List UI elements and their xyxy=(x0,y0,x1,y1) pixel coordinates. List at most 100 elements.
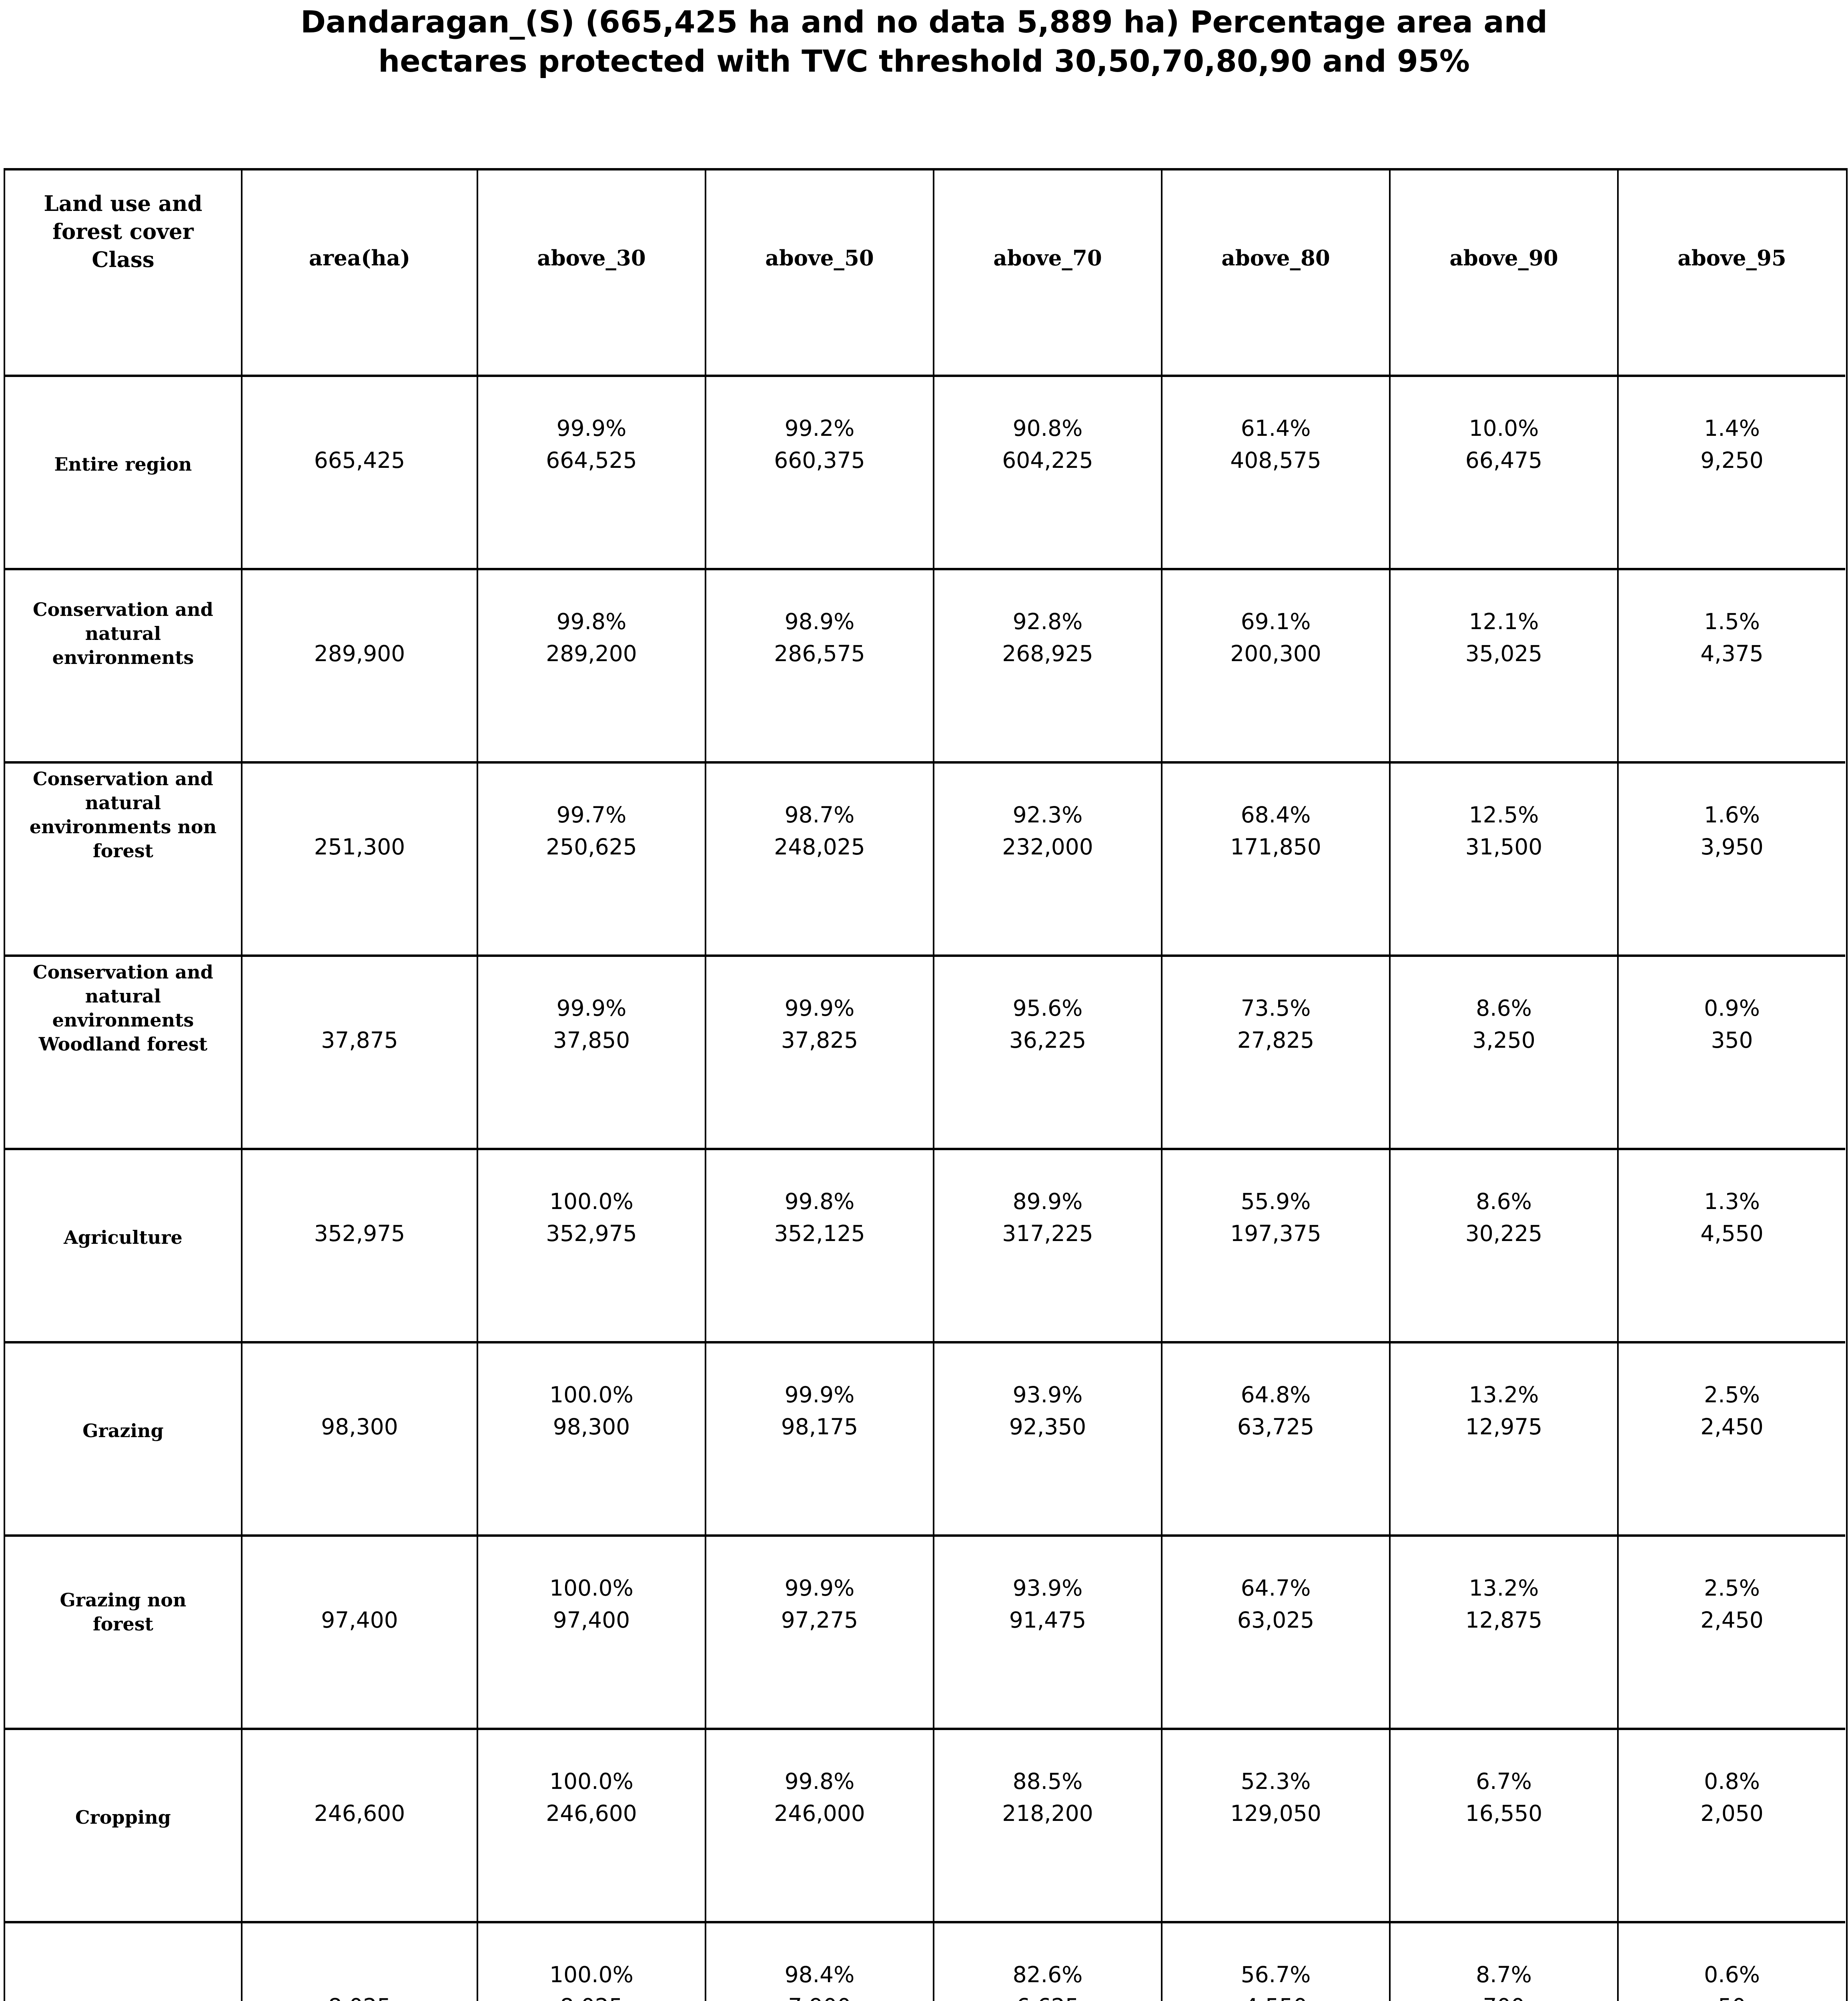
value-cell: 99.9% 97,275 xyxy=(705,1534,933,1728)
hectares-value: 98,175 xyxy=(781,1414,858,1440)
hectares-value: 248,025 xyxy=(774,834,865,860)
hectares-value: 3,950 xyxy=(1700,834,1764,860)
area-value: 97,400 xyxy=(321,1607,398,1633)
value-pair: 100.0% 246,600 xyxy=(483,1765,700,1829)
value-pair: 64.8% 63,725 xyxy=(1167,1379,1384,1443)
value-pair: 95.6% 36,225 xyxy=(939,992,1156,1056)
percent-value: 99.2% xyxy=(784,415,855,441)
hectares-value: 16,550 xyxy=(1465,1800,1543,1827)
hectares-value: 250,625 xyxy=(546,834,637,860)
value-pair: 100.0% 352,975 xyxy=(483,1185,700,1249)
hectares-value: 660,375 xyxy=(774,447,865,473)
hectares-value: 8,025 xyxy=(483,1991,700,2001)
column-header: above_80 xyxy=(1221,246,1330,271)
hectares-value: 35,025 xyxy=(1465,641,1543,667)
value-cell: 2.5% 2,450 xyxy=(1617,1534,1845,1728)
percent-value: 100.0% xyxy=(549,1382,633,1408)
column-header-cell: above_90 xyxy=(1389,170,1617,375)
hectares-value: 4,375 xyxy=(1700,641,1764,667)
value-cell: 1.3% 4,550 xyxy=(1617,1148,1845,1341)
percent-value: 73.5% xyxy=(1241,995,1311,1021)
row-label-cell: Agriculture xyxy=(5,1148,241,1341)
row-label: Grazing xyxy=(82,1420,164,1442)
percent-value: 0.9% xyxy=(1704,995,1760,1021)
column-header: above_70 xyxy=(993,246,1102,271)
value-cell: 99.8% 289,200 xyxy=(477,568,705,761)
percent-value: 10.0% xyxy=(1469,415,1539,441)
percent-value: 1.6% xyxy=(1704,802,1760,828)
percent-value: 61.4% xyxy=(1241,415,1311,441)
area-value: 37,875 xyxy=(321,1027,398,1053)
row-label: Irrigation xyxy=(10,1999,236,2001)
hectares-value: 30,225 xyxy=(1465,1221,1543,1247)
value-cell: 2.5% 2,450 xyxy=(1617,1341,1845,1534)
value-pair: 100.0% 97,400 xyxy=(483,1572,700,1636)
hectares-value: 2,450 xyxy=(1700,1607,1764,1633)
area-value: 665,425 xyxy=(314,447,405,473)
value-cell: 8.6% 3,250 xyxy=(1389,954,1617,1148)
row-label-cell: Conservation and natural environments no… xyxy=(5,761,241,954)
hectares-value: 200,300 xyxy=(1230,641,1321,667)
hectares-value: 232,000 xyxy=(1002,834,1093,860)
value-pair: 82.6% 6,625 xyxy=(939,1959,1156,2001)
value-pair: 69.1% 200,300 xyxy=(1167,606,1384,670)
value-pair: 8.6% 30,225 xyxy=(1395,1185,1612,1249)
value-cell: 8.7% 700 xyxy=(1389,1921,1617,2001)
hectares-value: 2,450 xyxy=(1700,1414,1764,1440)
column-header-cell: above_80 xyxy=(1161,170,1389,375)
column-header: above_95 xyxy=(1678,246,1786,271)
percent-value: 13.2% xyxy=(1469,1382,1539,1408)
value-cell: 1.5% 4,375 xyxy=(1617,568,1845,761)
percent-value: 12.5% xyxy=(1469,802,1539,828)
value-cell: 100.0% 97,400 xyxy=(477,1534,705,1728)
value-cell: 89.9% 317,225 xyxy=(933,1148,1161,1341)
value-pair: 13.2% 12,875 xyxy=(1395,1572,1612,1636)
value-pair: 89.9% 317,225 xyxy=(939,1185,1156,1249)
area-cell: 37,875 xyxy=(241,954,477,1148)
area-cell: 98,300 xyxy=(241,1341,477,1534)
percent-value: 2.5% xyxy=(1704,1382,1760,1408)
row-label-cell: Grazing xyxy=(5,1341,241,1534)
hectares-value: 604,225 xyxy=(1002,447,1093,473)
hectares-value: 664,525 xyxy=(546,447,637,473)
area-value: 8,025 xyxy=(247,1991,472,2001)
value-cell: 98.7% 248,025 xyxy=(705,761,933,954)
area-value: 246,600 xyxy=(314,1800,405,1827)
row-label-cell: Cropping xyxy=(5,1728,241,1921)
hectares-value: 246,600 xyxy=(546,1800,637,1827)
percent-value: 92.8% xyxy=(1012,609,1083,635)
column-header-cell: area(ha) xyxy=(241,170,477,375)
percent-value: 1.3% xyxy=(1704,1189,1760,1215)
value-pair: 99.9% 664,525 xyxy=(483,412,700,476)
page-title: Dandaragan_(S) (665,425 ha and no data 5… xyxy=(0,2,1848,81)
value-cell: 99.2% 660,375 xyxy=(705,375,933,568)
hectares-value: 352,975 xyxy=(546,1221,637,1247)
value-pair: 61.4% 408,575 xyxy=(1167,412,1384,476)
value-pair: 8.6% 3,250 xyxy=(1395,992,1612,1056)
class-column-header-cell: Land use and forest cover Class xyxy=(5,170,241,375)
value-cell: 13.2% 12,875 xyxy=(1389,1534,1617,1728)
percent-value: 99.9% xyxy=(556,415,627,441)
value-pair: 99.9% 98,175 xyxy=(711,1379,928,1443)
value-cell: 10.0% 66,475 xyxy=(1389,375,1617,568)
value-pair: 92.3% 232,000 xyxy=(939,799,1156,863)
value-pair: 99.8% 289,200 xyxy=(483,606,700,670)
value-pair: 73.5% 27,825 xyxy=(1167,992,1384,1056)
hectares-value: 98,300 xyxy=(553,1414,630,1440)
percent-value: 99.7% xyxy=(556,802,627,828)
hectares-value: 197,375 xyxy=(1230,1221,1321,1247)
hectares-value: 246,000 xyxy=(774,1800,865,1827)
value-cell: 98.9% 286,575 xyxy=(705,568,933,761)
value-pair: 12.1% 35,025 xyxy=(1395,606,1612,670)
area-cell: 246,600 xyxy=(241,1728,477,1921)
value-cell: 6.7% 16,550 xyxy=(1389,1728,1617,1921)
value-pair: 100.0% 8,025 xyxy=(483,1959,700,2001)
page-title-line-1: Dandaragan_(S) (665,425 ha and no data 5… xyxy=(300,4,1548,40)
value-pair: 100.0% 98,300 xyxy=(483,1379,700,1443)
value-cell: 99.8% 246,000 xyxy=(705,1728,933,1921)
value-cell: 99.9% 98,175 xyxy=(705,1341,933,1534)
row-label-cell: Conservation and natural environments Wo… xyxy=(5,954,241,1148)
value-pair: 92.8% 268,925 xyxy=(939,606,1156,670)
area-cell: 8,025 xyxy=(241,1921,477,2001)
